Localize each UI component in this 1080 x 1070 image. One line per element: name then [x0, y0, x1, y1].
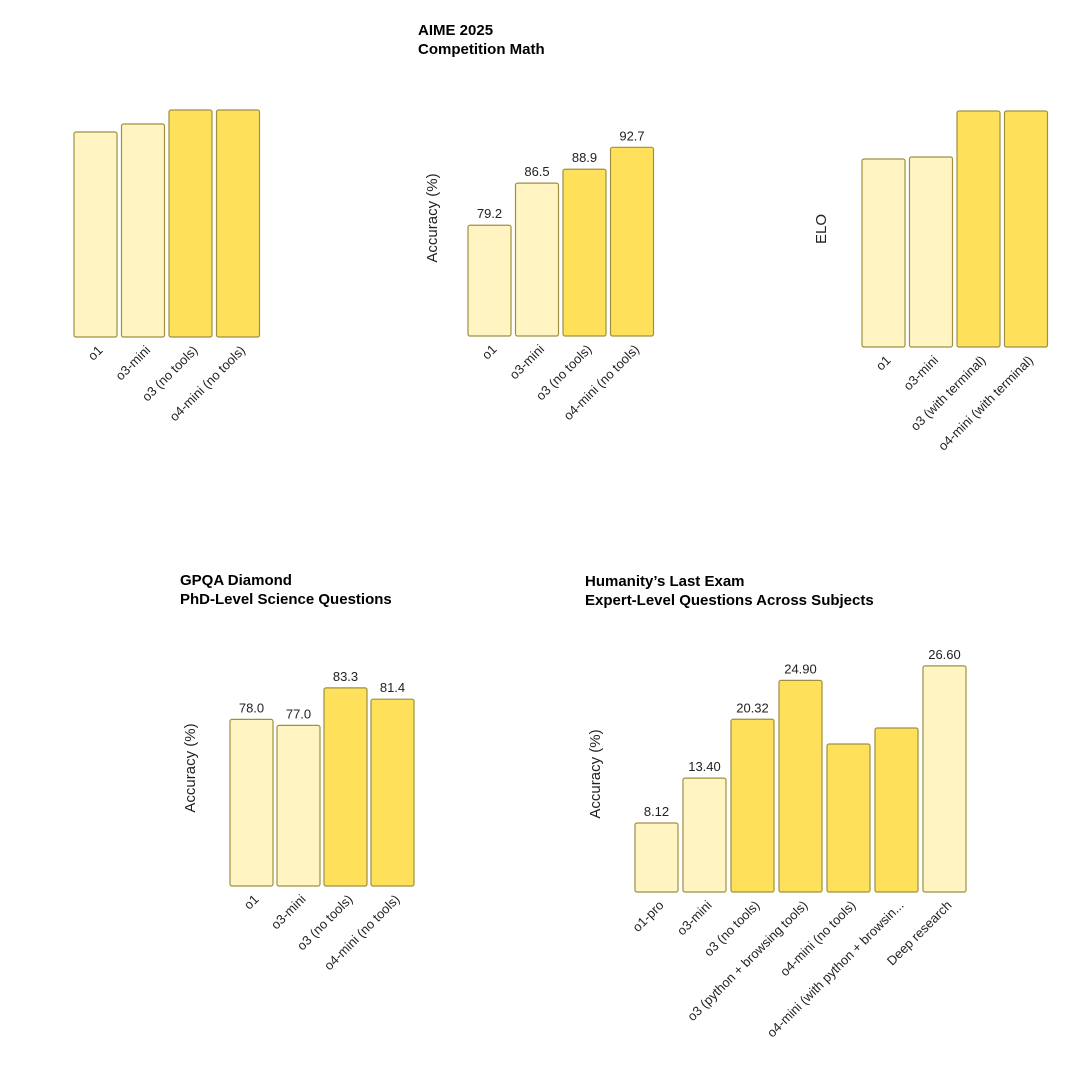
x-tick-label: o1-pro — [629, 898, 666, 935]
bar — [634, 822, 679, 893]
bar — [1003, 110, 1049, 348]
bar — [730, 718, 775, 893]
bar — [120, 123, 166, 338]
bar — [514, 182, 560, 337]
chart-svg: Accuracy (%) 8.12o1-pro13.40o3-mini20.32o… — [587, 647, 967, 1040]
y-axis-label: ELO — [813, 214, 830, 244]
bar — [956, 110, 1001, 348]
chart-panel-hle: Humanity’s Last Exam Expert-Level Questi… — [480, 540, 1080, 1070]
data-label: 13.40 — [688, 759, 721, 774]
chart-panel-gpqa: GPQA Diamond PhD-Level Science Questions… — [0, 540, 480, 1070]
chart-subtitle: Competition Math — [418, 41, 545, 58]
chart-title-main: AIME 2025 — [418, 22, 494, 39]
bar — [922, 665, 967, 893]
bar — [215, 109, 261, 338]
x-tick-label: o1 — [85, 343, 106, 364]
chart-title-main: GPQA Diamond — [180, 572, 292, 589]
data-label: 77.0 — [286, 706, 311, 721]
x-tick-label: o1 — [479, 342, 500, 363]
bar — [467, 224, 512, 337]
data-label: 78.0 — [239, 700, 264, 715]
bar — [229, 718, 274, 887]
chart-title: Humanity’s Last Exam Expert-Level Questi… — [585, 572, 874, 610]
x-tick-label: o3-mini — [112, 342, 153, 383]
bar — [276, 724, 321, 887]
bar — [861, 158, 906, 348]
y-axis-label: Accuracy (%) — [587, 729, 604, 818]
data-label: 20.32 — [736, 700, 769, 715]
chart-title: GPQA Diamond PhD-Level Science Questions — [180, 571, 392, 609]
bar — [370, 698, 415, 887]
x-tick-label: o3-mini — [268, 891, 309, 932]
bar — [908, 156, 954, 348]
chart-subtitle: PhD-Level Science Questions — [180, 591, 392, 608]
chart-panel-elo: ELO o1 o3-mini o3 (with terminal) o4-mini (w… — [720, 0, 1080, 480]
chart-title-main: Humanity’s Last Exam — [585, 573, 745, 590]
chart-title: AIME 2025 Competition Math — [418, 21, 545, 59]
x-tick-label: o1 — [873, 353, 894, 374]
data-label: 79.2 — [477, 206, 502, 221]
data-label: 81.4 — [380, 680, 405, 695]
bar — [874, 727, 919, 893]
bar — [168, 109, 213, 338]
data-label: 88.9 — [572, 150, 597, 165]
x-tick-label: o1 — [241, 892, 262, 913]
data-label: 8.12 — [644, 804, 669, 819]
chart-subtitle: Expert-Level Questions Across Subjects — [585, 592, 874, 609]
bar — [609, 146, 655, 337]
x-tick-label: o3-mini — [674, 897, 715, 938]
chart-panel-top-left: o1 o3-mini o3 (no tools) o4-mini (no tools) — [0, 0, 340, 480]
data-label: 24.90 — [784, 661, 817, 676]
bar — [826, 743, 871, 893]
bar — [682, 777, 727, 893]
data-label: 83.3 — [333, 669, 358, 684]
bar — [323, 687, 368, 887]
y-axis-label: Accuracy (%) — [182, 723, 199, 812]
y-axis-label: Accuracy (%) — [424, 173, 441, 262]
bar — [562, 168, 607, 337]
x-tick-label: o3-mini — [900, 352, 941, 393]
data-label: 92.7 — [619, 128, 644, 143]
bar — [73, 131, 118, 338]
data-label: 86.5 — [524, 164, 549, 179]
data-label: 26.60 — [928, 647, 961, 662]
x-tick-label: o3-mini — [506, 341, 547, 382]
bar — [778, 679, 823, 893]
x-tick-label: o4-mini (with terminal) — [935, 353, 1036, 454]
chart-panel-aime: AIME 2025 Competition Math Accuracy (%) 7… — [340, 0, 720, 480]
